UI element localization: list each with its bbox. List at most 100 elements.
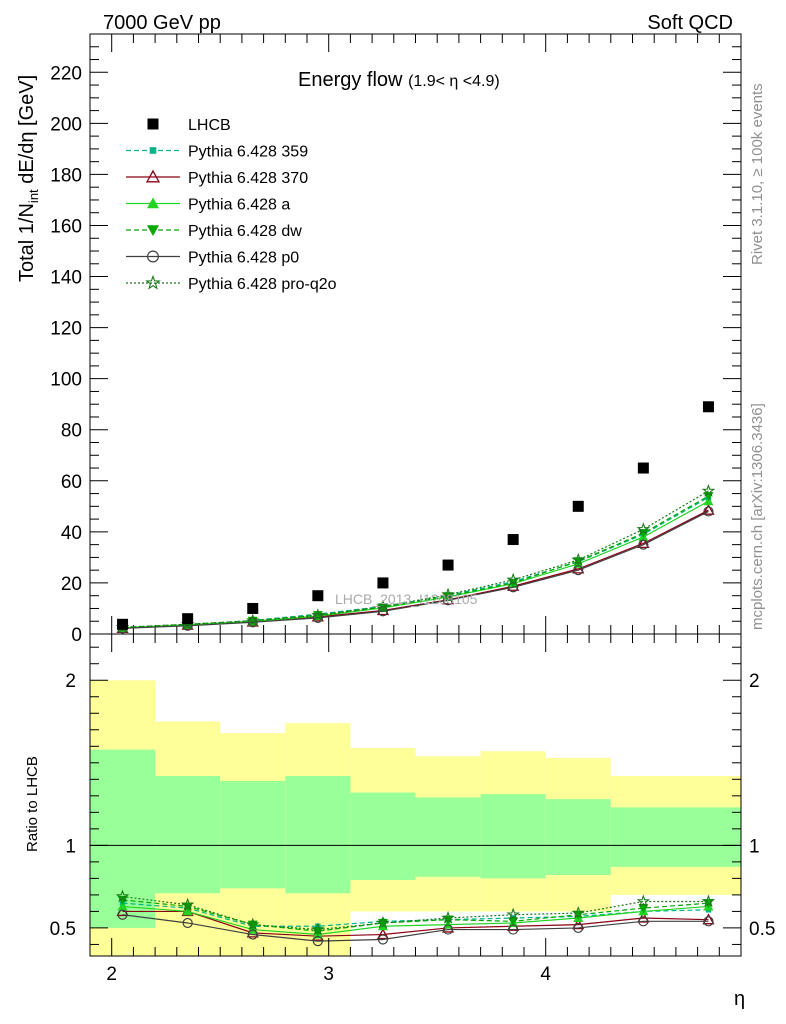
main-series-point — [571, 552, 586, 566]
legend-entry-5: Pythia 6.428 pro-q2o — [126, 274, 337, 293]
ratio-series-line — [122, 910, 709, 937]
main-series-line — [122, 495, 709, 628]
data-point — [442, 559, 454, 571]
ratio-band-inner — [480, 794, 546, 879]
main-series-line — [122, 500, 709, 629]
data-point — [312, 590, 324, 602]
legend-entry-4: Pythia 6.428 p0 — [126, 250, 299, 267]
legend-label: Pythia 6.428 pro-q2o — [188, 276, 337, 293]
main-ytick-label: 60 — [61, 472, 82, 493]
ratio-xtick-label: 4 — [540, 964, 551, 985]
main-title-range: (1.9< η <4.9) — [408, 73, 500, 90]
main-ytick-label: 80 — [61, 421, 82, 442]
ratio-series-point — [117, 909, 128, 920]
main-ytick-label: 100 — [50, 370, 82, 391]
ratio-ytick-label: 2 — [65, 671, 76, 692]
ratio-series-5 — [115, 889, 716, 936]
legend: LHCB Pythia 6.428 359 Pythia 6.428 370 Pyth… — [126, 117, 337, 293]
main-ytick-label: 160 — [50, 216, 82, 237]
ratio-axis-ticks: 0.5 0.5 1 1 2 2 2 3 4 — [50, 634, 775, 985]
ratio-series-point — [701, 894, 716, 908]
ratio-xlabel: η — [734, 988, 745, 1010]
ratio-series-point — [182, 917, 193, 929]
main-series-point — [573, 565, 584, 576]
main-series-point — [702, 503, 715, 515]
main-series-line — [122, 510, 709, 629]
main-series-point — [506, 572, 520, 586]
ratio-plot: 0.5 0.5 1 1 2 2 2 3 4 Ratio to LHCB η — [24, 633, 775, 1010]
main-series-point — [441, 587, 455, 601]
ratio-series-point — [441, 910, 455, 924]
ratio-uncertainty-bands — [90, 680, 741, 956]
rivet-label: Rivet 3.1.10, ≥ 100k events — [749, 83, 766, 265]
main-ytick-label: 220 — [50, 63, 82, 84]
ratio-series-point — [117, 901, 128, 911]
ratio-series-point — [571, 905, 586, 919]
main-series-line — [122, 496, 709, 629]
header-left: 7000 GeV pp — [103, 12, 221, 34]
legend-marker — [147, 118, 159, 130]
legend-label: Pythia 6.428 p0 — [188, 250, 299, 267]
legend-marker — [147, 197, 159, 209]
main-series-point — [312, 612, 323, 624]
legend-marker — [149, 147, 157, 154]
data-point — [247, 602, 259, 614]
ratio-series-line — [122, 914, 709, 942]
ratio-band-inner — [285, 776, 351, 894]
ratio-series-point — [508, 917, 519, 927]
main-series-point — [572, 562, 585, 574]
main-plot: 0 20 40 60 80 100 120 140 160 180 200 220 LHCB_2013… — [16, 33, 742, 646]
ratio-series-4 — [117, 909, 714, 947]
ratio-series-point — [702, 913, 715, 925]
ratio-series-line — [122, 899, 709, 932]
ratio-series-point — [245, 917, 260, 931]
legend-entry-2: Pythia 6.428 a — [126, 197, 290, 214]
main-series-5 — [115, 483, 716, 634]
ratio-ytick-label-right: 1 — [749, 836, 760, 857]
ratio-series-point — [506, 907, 520, 921]
main-data-points — [117, 401, 714, 630]
ratio-series-point — [442, 924, 454, 935]
legend-marker — [145, 274, 161, 290]
ratio-series-point — [636, 894, 651, 908]
ratio-band-inner — [610, 807, 741, 867]
main-series-line — [122, 490, 709, 628]
main-series-point — [376, 599, 390, 613]
legend-label: Pythia 6.428 dw — [188, 223, 302, 240]
ratio-series-point — [312, 936, 323, 947]
main-ytick-label: 200 — [50, 114, 82, 135]
ratio-series-point — [376, 915, 390, 929]
main-series-2 — [117, 496, 714, 632]
ratio-series-point — [508, 924, 519, 935]
ratio-series-line — [122, 902, 709, 927]
main-series-point — [245, 613, 260, 627]
ratio-series-point — [180, 897, 195, 911]
main-series-line — [122, 509, 709, 629]
data-point — [572, 500, 584, 512]
main-series-3 — [117, 492, 714, 633]
legend-entry-0: Pythia 6.428 359 — [126, 144, 308, 161]
ratio-series-point — [311, 922, 325, 936]
ratio-band-inner — [220, 780, 286, 889]
legend-label: Pythia 6.428 370 — [188, 170, 308, 187]
ratio-ytick-label: 1 — [65, 836, 76, 857]
ratio-plot-frame — [89, 633, 742, 957]
main-series-point — [703, 506, 714, 517]
ratio-series-point — [247, 929, 258, 940]
ratio-series-line — [122, 895, 709, 931]
main-series-point — [311, 608, 325, 622]
main-axis-ticks: 0 20 40 60 80 100 120 140 160 180 200 220 — [50, 34, 741, 646]
main-series-1 — [116, 503, 715, 634]
ratio-series-point — [115, 889, 130, 903]
ratio-ytick-label-right: 0.5 — [749, 919, 775, 940]
data-point — [117, 618, 129, 630]
main-series-layer — [115, 483, 716, 634]
main-title-text: Energy flow — [298, 69, 403, 91]
header-right: Soft QCD — [647, 12, 733, 34]
main-ytick-label: 180 — [50, 165, 82, 186]
ratio-band-inner — [415, 797, 481, 877]
ratio-series-point — [377, 934, 389, 945]
legend-marker — [147, 250, 160, 263]
main-ytick-label: 140 — [50, 268, 82, 289]
